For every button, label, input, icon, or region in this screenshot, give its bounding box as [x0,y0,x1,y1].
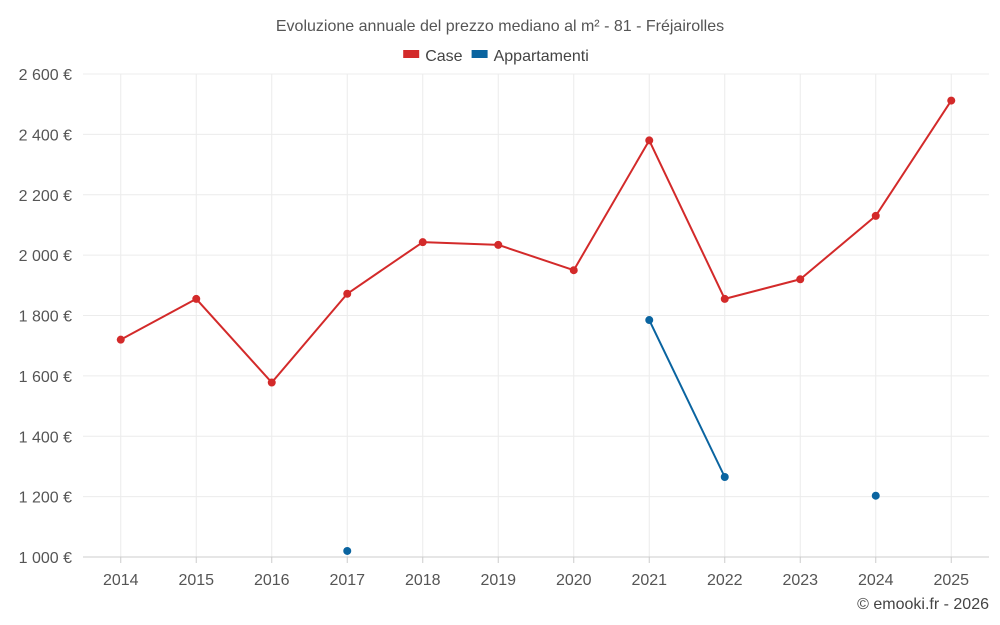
data-point[interactable] [116,335,125,344]
series-line-segment [723,278,802,300]
series-line-segment [270,292,349,384]
series-case [116,96,956,387]
series-line-segment [799,214,877,281]
data-point[interactable] [796,275,805,284]
legend-label: Case [425,48,462,65]
legend-label: Appartamenti [494,48,589,65]
x-tick-label: 2023 [782,572,818,589]
data-point[interactable] [192,294,201,303]
x-tick-label: 2017 [329,572,365,589]
x-tick-label: 2016 [254,572,290,589]
series-line-segment [119,297,198,341]
x-tick-label: 2025 [933,572,969,589]
credit-text: © emooki.fr - 2026 [857,596,989,613]
series-layer [116,96,956,555]
x-tick-label: 2015 [178,572,214,589]
x-tick-label: 2020 [556,572,592,589]
x-tick-label: 2021 [631,572,667,589]
data-point[interactable] [494,240,503,249]
legend-item-appartamenti[interactable]: Appartamenti [471,48,589,65]
y-tick-label: 2 000 € [19,248,72,265]
series-line-segment [874,99,953,217]
y-tick-label: 2 400 € [19,127,72,144]
data-point[interactable] [645,316,654,325]
series-line-segment [421,241,500,246]
x-tick-label: 2019 [480,572,516,589]
data-point[interactable] [645,136,654,145]
data-point[interactable] [720,473,729,482]
data-point[interactable] [871,211,880,220]
legend: Case Appartamenti [403,48,589,65]
y-tick-label: 1 200 € [19,490,72,507]
series-appartamenti [343,316,880,555]
data-point[interactable] [343,289,352,298]
y-tick-label: 1 000 € [19,550,72,567]
y-tick-label: 1 800 € [19,309,72,326]
data-point[interactable] [343,546,352,555]
x-tick-label: 2022 [707,572,743,589]
x-axis: 2014 2015 2016 2017 2018 2019 2020 2021 2022 2023… [83,556,989,589]
data-point[interactable] [947,96,956,105]
legend-item-case[interactable]: Case [403,48,463,65]
y-axis: 1 000 € 1 200 € 1 400 € 1 600 € 1 800 € 2 000… [19,67,72,567]
y-tick-label: 1 400 € [19,429,72,446]
x-tick-label: 2024 [858,572,894,589]
series-line-segment [648,319,726,479]
series-line-segment [497,243,575,272]
x-tick-label: 2018 [405,572,441,589]
y-tick-label: 2 600 € [19,67,72,84]
x-tick-label: 2014 [103,572,139,589]
data-point[interactable] [720,294,729,303]
series-line-segment [648,139,726,300]
data-point[interactable] [267,378,276,387]
series-line-segment [346,241,424,295]
legend-swatch [471,50,488,58]
y-tick-label: 2 200 € [19,188,72,205]
y-tick-label: 1 600 € [19,369,72,386]
data-point[interactable] [569,266,578,275]
data-point[interactable] [418,238,427,247]
series-line-segment [195,297,273,384]
grid [83,73,989,558]
data-point[interactable] [871,491,880,500]
series-line-segment [572,139,651,272]
legend-swatch [403,50,420,58]
chart-title: Evoluzione annuale del prezzo mediano al… [276,18,724,35]
